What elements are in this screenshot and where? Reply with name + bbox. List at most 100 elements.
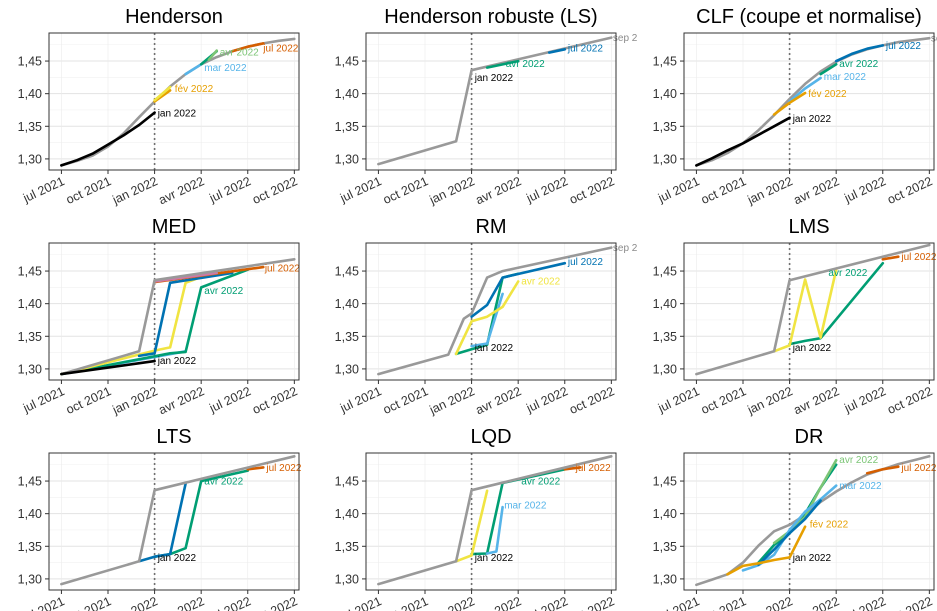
series-line-fév-2022-b (137, 271, 234, 358)
y-tick-label: 1,40 (18, 87, 42, 101)
series-line-mar-2022 (485, 505, 504, 555)
panel-frame (48, 242, 300, 381)
y-tick-label: 1,45 (653, 265, 677, 279)
y-tick-label: 1,45 (335, 265, 359, 279)
x-tick-label: jul 2022 (524, 594, 571, 611)
y-tick-label: 1,45 (18, 55, 42, 69)
panel-title: RM (475, 216, 506, 238)
series-label: sep 2 (613, 33, 638, 44)
series-line-jul-2022 (563, 466, 582, 471)
x-tick-label: jul 2021 (655, 174, 702, 206)
y-tick-label: 1,45 (18, 475, 42, 489)
y-tick-label: 1,30 (653, 362, 677, 376)
x-tick-label: jul 2021 (337, 594, 384, 611)
x-tick-label: oct 2022 (885, 594, 934, 611)
series-line-fév-2022 (726, 525, 807, 576)
x-tick-label: oct 2021 (699, 174, 748, 207)
series-line-avr-2022 (788, 261, 885, 346)
x-tick-label: jul 2021 (337, 384, 384, 416)
series-label: mar 2022 (204, 63, 247, 74)
x-tick-label: oct 2021 (381, 594, 430, 611)
x-tick-label: jan 2022 (427, 174, 477, 207)
x-tick-label: avr 2022 (156, 384, 206, 417)
y-tick-label: 1,30 (653, 572, 677, 586)
series-line-fév-2022 (454, 489, 489, 563)
series-line-fév-2022-b (153, 85, 172, 102)
panel-7: LQD avr 2022 mar 2022 jul 2022 jan 2022 1,30 1… (335, 426, 617, 611)
series-line-fév-2022 (454, 280, 520, 356)
y-tick-label: 1,35 (18, 540, 42, 554)
series-label: mar 2022 (839, 481, 882, 492)
y-tick-label: 1,45 (653, 475, 677, 489)
series-label: jan 2022 (474, 553, 514, 564)
y-tick-label: 1,40 (18, 297, 42, 311)
x-tick-label: avr 2022 (156, 594, 206, 611)
series-line-fév-2022 (772, 268, 838, 353)
panel-frame (365, 32, 617, 171)
panel-frame (683, 242, 935, 381)
series-label: jul 2022 (575, 463, 611, 474)
series-label: jul 2022 (885, 41, 921, 52)
x-tick-label: avr 2022 (473, 594, 523, 611)
series-label: avr 2022 (204, 477, 243, 488)
series-line-sep-2022 (377, 246, 613, 376)
series-label: mar 2022 (504, 501, 547, 512)
x-tick-label: jan 2022 (745, 594, 795, 611)
series-label: avr 2022 (220, 47, 259, 58)
panel-8: DR avr 2022 mar 2022 fév 2022 jul 2022 jan 20… (653, 426, 937, 611)
panel-frame (683, 32, 935, 171)
series-line-avr-2022 (819, 63, 838, 76)
series-label: avr 2022 (839, 59, 878, 70)
y-tick-label: 1,40 (335, 507, 359, 521)
x-tick-label: oct 2022 (250, 594, 299, 611)
x-tick-label: jan 2022 (110, 174, 160, 207)
series-line-jan-2022 (695, 116, 791, 167)
y-tick-label: 1,35 (653, 540, 677, 554)
x-tick-label: jan 2022 (110, 594, 160, 611)
series-label: jan 2022 (474, 343, 514, 354)
series-line-jul-2022 (547, 47, 567, 54)
series-label: jul 2022 (567, 257, 603, 268)
x-tick-label: oct 2022 (250, 174, 299, 207)
series-line-jul-2022 (881, 255, 900, 261)
x-tick-label: jul 2022 (524, 174, 571, 206)
series-label: jan 2022 (157, 109, 197, 120)
x-tick-label: oct 2021 (699, 594, 748, 611)
series-label: jul 2022 (900, 252, 936, 263)
series-label: jan 2022 (792, 114, 832, 125)
series-label: fév 2022 (808, 89, 847, 100)
x-tick-label: jul 2021 (337, 174, 384, 206)
series-label: jul 2022 (265, 463, 301, 474)
x-tick-label: oct 2021 (381, 384, 430, 417)
series-line-avr-2022 (485, 59, 520, 69)
series-label: avr 2022 (828, 268, 867, 279)
x-tick-label: oct 2021 (699, 384, 748, 417)
series-label: avr 2022 (521, 276, 560, 287)
series-line-mar-2022-b (757, 499, 822, 566)
series-line-jul-2022 (246, 466, 265, 471)
y-tick-label: 1,35 (653, 330, 677, 344)
series-line-jul-2022 (865, 465, 900, 475)
series-label: jul 2022 (262, 44, 298, 55)
panel-title: MED (152, 216, 196, 238)
series-label: mar 2022 (824, 72, 867, 83)
y-tick-label: 1,35 (653, 120, 677, 134)
series-label: avr 2022 (204, 286, 243, 297)
x-tick-label: oct 2022 (885, 174, 934, 207)
x-tick-label: avr 2022 (473, 174, 523, 207)
x-tick-label: avr 2022 (156, 174, 206, 207)
x-tick-label: oct 2021 (64, 384, 113, 417)
x-tick-label: avr 2022 (791, 174, 841, 207)
y-tick-label: 1,30 (335, 572, 359, 586)
x-tick-label: avr 2022 (791, 594, 841, 611)
series-line-fév-2022 (772, 91, 807, 116)
series-line-jul-2022 (834, 44, 885, 63)
y-tick-label: 1,45 (335, 475, 359, 489)
x-tick-label: jul 2022 (207, 384, 254, 416)
y-tick-label: 1,40 (335, 87, 359, 101)
series-label: jul 2022 (264, 263, 300, 274)
